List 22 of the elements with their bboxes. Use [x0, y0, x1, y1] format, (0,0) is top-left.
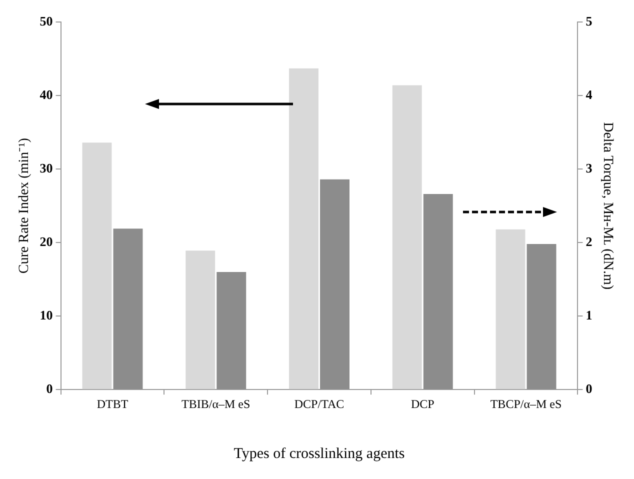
x-tick-label: TBCP/α–M eS	[490, 396, 562, 411]
y-axis-title: Cure Rate Index (min⁻¹)	[17, 138, 32, 274]
y-tick-label: 30	[40, 160, 53, 176]
x-tick-label: DCP	[410, 396, 435, 411]
x-tick-label: DCP/TAC	[294, 396, 344, 411]
y2-tick-label: 5	[586, 13, 593, 28]
x-axis-title: Types of crosslinking agents	[234, 446, 405, 462]
y-tick-label: 40	[40, 86, 53, 102]
y2-tick-label: 3	[586, 160, 593, 176]
x-tick-label: DTBT	[96, 396, 129, 411]
y2-tick-label: 2	[586, 234, 592, 249]
x-tick-label: TBIB/α–M eS	[182, 396, 250, 411]
y2-axis-title: Delta Torque, Mʜ-Mʟ (dN.m)	[600, 122, 615, 290]
bar	[320, 179, 350, 390]
y2-tick-label: 1	[586, 307, 592, 322]
bar	[289, 68, 318, 390]
y-tick-label: 0	[46, 380, 53, 396]
y-tick-label: 10	[40, 307, 53, 322]
y-tick-label: 20	[40, 234, 53, 249]
y-tick-label: 50	[40, 13, 53, 28]
y2-tick-label: 0	[586, 380, 592, 396]
y2-tick-label: 4	[586, 86, 593, 102]
